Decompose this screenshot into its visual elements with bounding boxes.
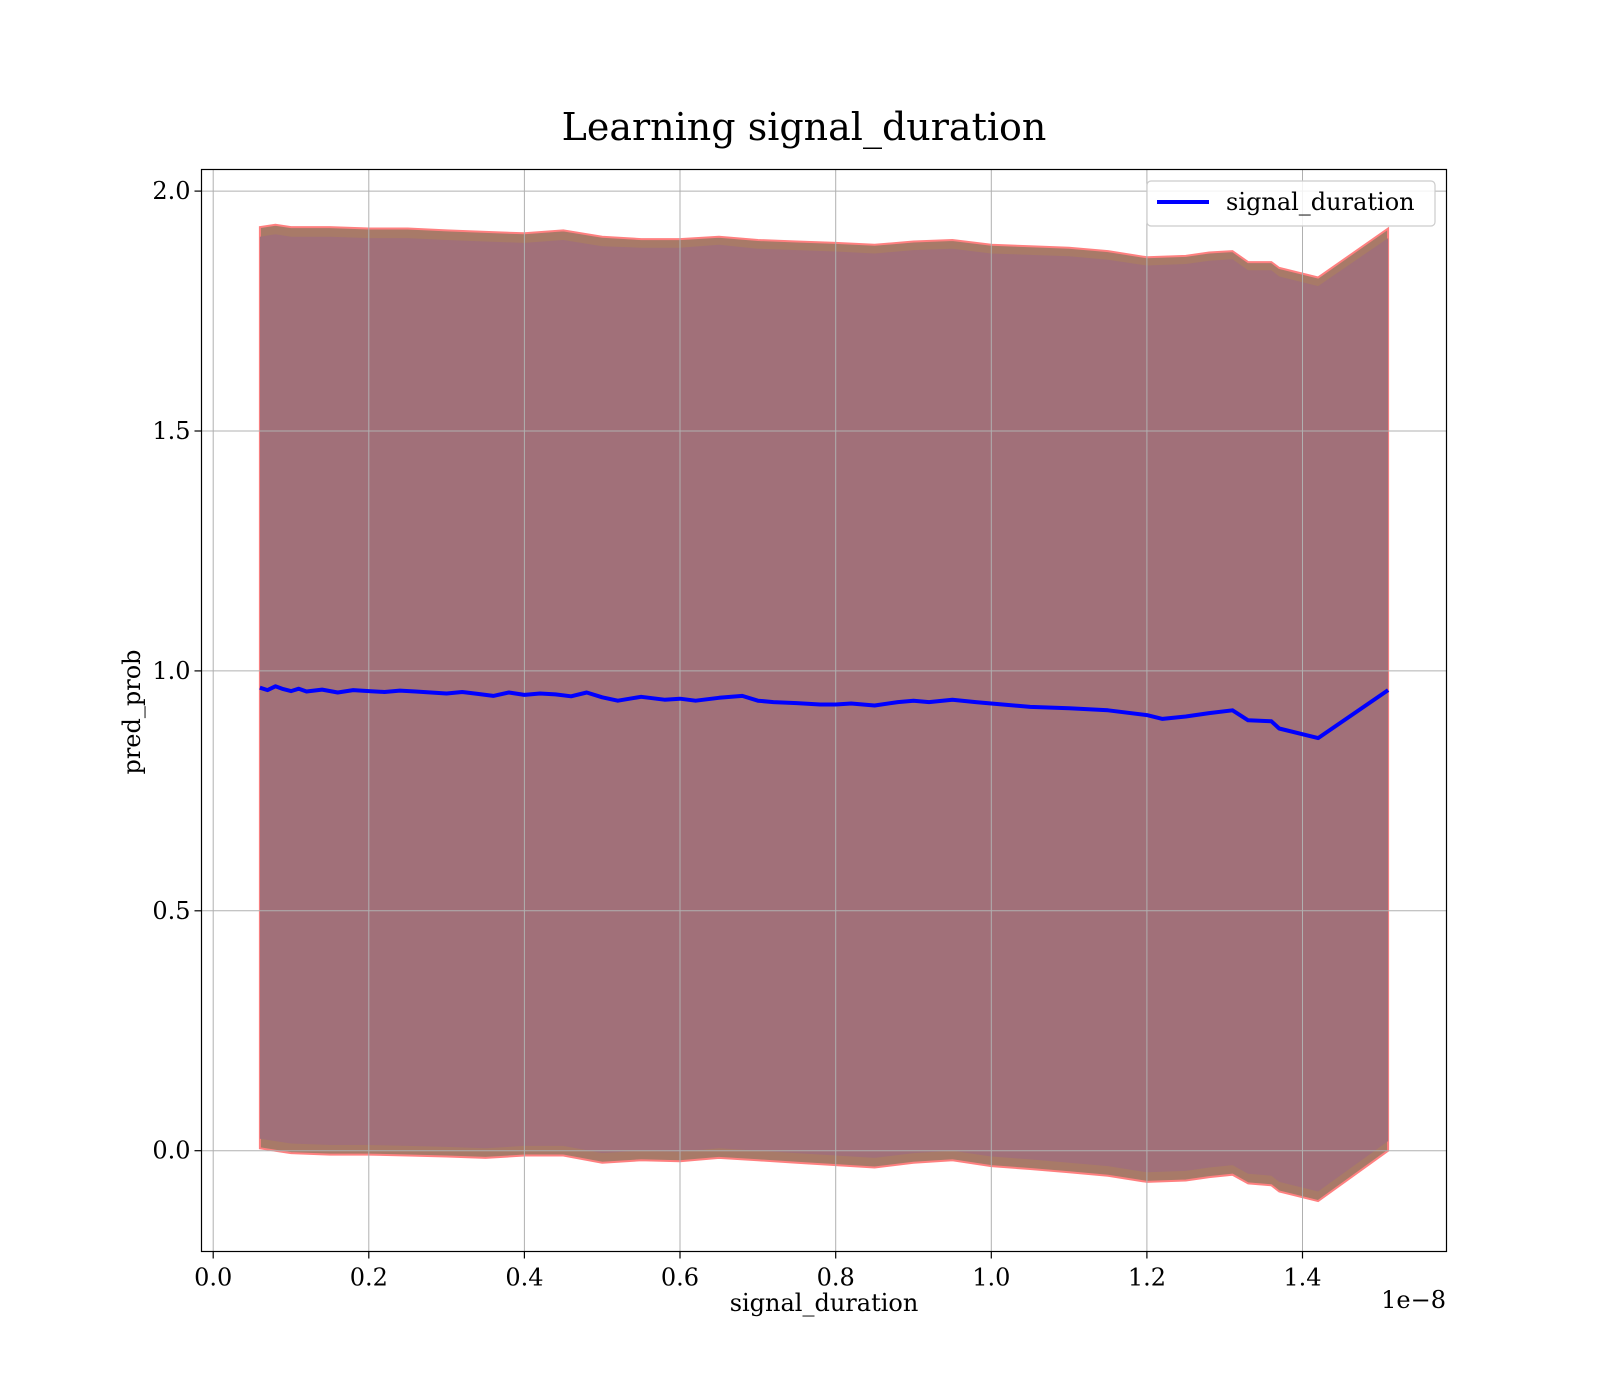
y-tick-label: 0.5 bbox=[152, 897, 190, 925]
series-lines bbox=[259, 684, 1390, 741]
grid bbox=[201, 169, 1447, 1252]
legend-box bbox=[1146, 180, 1436, 227]
y-tick-label: 2.0 bbox=[152, 177, 190, 205]
plot-frame bbox=[200, 168, 1448, 1253]
x-tick-label: 0.2 bbox=[350, 1264, 388, 1292]
legend: signal_duration bbox=[1146, 180, 1436, 227]
y-tick-label: 1.5 bbox=[152, 417, 190, 445]
x-axis: 0.0 0.2 0.4 0.6 0.8 1.0 1.2 1.4 bbox=[194, 1251, 1322, 1292]
x-tick-label: 1.4 bbox=[1283, 1264, 1321, 1292]
chart-title: Learning signal_duration bbox=[562, 105, 1047, 150]
x-tick-label: 0.8 bbox=[817, 1264, 855, 1292]
legend-label: signal_duration bbox=[1226, 188, 1415, 216]
x-tick-label: 0.0 bbox=[194, 1264, 232, 1292]
confidence-bands bbox=[258, 223, 1390, 1203]
x-tick-label: 1.2 bbox=[1128, 1264, 1166, 1292]
y-tick-label: 0.0 bbox=[152, 1137, 190, 1165]
y-axis-label: pred_prob bbox=[118, 649, 146, 774]
y-tick-label: 1.0 bbox=[152, 657, 190, 685]
x-tick-label: 0.4 bbox=[505, 1264, 543, 1292]
x-axis-offset-text: 1e−8 bbox=[1381, 1286, 1446, 1314]
x-tick-label: 0.6 bbox=[661, 1264, 699, 1292]
series-line-signal-duration bbox=[259, 684, 1390, 741]
confidence-band-1 bbox=[259, 234, 1389, 1192]
x-tick-label: 1.0 bbox=[972, 1264, 1010, 1292]
y-axis: 0.0 0.5 1.0 1.5 2.0 bbox=[152, 177, 202, 1165]
x-axis-label: signal_duration bbox=[730, 1289, 919, 1317]
